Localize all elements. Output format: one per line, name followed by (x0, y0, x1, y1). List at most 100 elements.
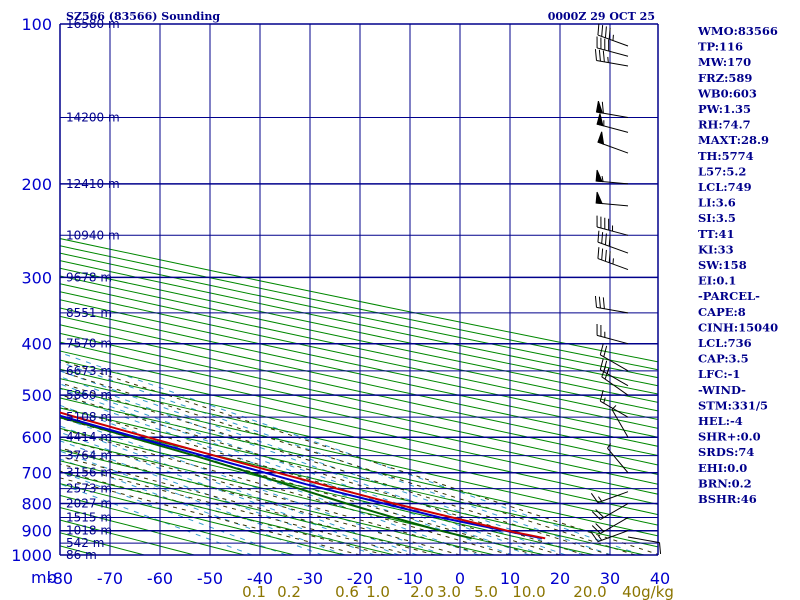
wind-barbs (590, 23, 662, 554)
mixing-ratio-label: 0.2 (277, 583, 301, 600)
wind-barb (597, 131, 629, 154)
mixing-ratio-line (60, 450, 345, 555)
wind-barb-feather (597, 23, 600, 36)
wind-barb-feather (601, 24, 604, 37)
wind-barb-feather (601, 248, 604, 260)
wind-barb-staff (600, 354, 629, 372)
wind-barb-pennant (595, 100, 604, 114)
pressure-axis-label: mb (31, 568, 57, 587)
chart-title: SZ566 (83566) Sounding (66, 10, 220, 23)
index-item: -PARCEL- (698, 289, 760, 303)
height-label: 8551 m (66, 306, 112, 320)
height-label: 542 m (66, 536, 104, 550)
wind-barb-staff (596, 47, 629, 57)
wind-barb (591, 517, 629, 534)
dry-adiabats (60, 238, 658, 555)
wind-barb (590, 491, 629, 504)
wind-barb (597, 230, 629, 254)
wind-barb-feather (590, 493, 599, 503)
height-label: 86 m (66, 548, 97, 562)
wind-barb-half-feather (597, 496, 603, 502)
mixing-ratio-line (60, 388, 530, 555)
index-item: -WIND- (698, 383, 746, 397)
pressure-tick-label: 600 (21, 428, 52, 447)
wind-barb-feather (608, 234, 611, 247)
temperature-tick-label: -30 (297, 569, 323, 588)
index-item: LCL:749 (698, 180, 752, 194)
mixing-ratio-line (60, 352, 642, 555)
wind-barb (596, 113, 629, 133)
index-item: SW:158 (698, 258, 747, 272)
index-item: RH:74.7 (698, 118, 751, 132)
pressure-tick-label: 500 (21, 386, 52, 405)
moist-adiabat (60, 394, 586, 555)
mixing-ratio-label: 2.0 (410, 583, 434, 600)
wind-barb-feather (591, 525, 601, 534)
index-item: SHR+:0.0 (698, 430, 761, 444)
pressure-tick-label: 400 (21, 335, 52, 354)
wind-barb (596, 36, 629, 57)
wind-barb (597, 23, 629, 47)
temperature-tick-label: 20 (550, 569, 570, 588)
wind-barb-feather (599, 343, 604, 355)
wind-barb-feather (602, 50, 605, 62)
wind-barb-feather (659, 542, 662, 554)
temperature-tick-label: -70 (97, 569, 123, 588)
wind-barb (596, 324, 629, 345)
height-label: 3156 m (66, 466, 112, 480)
wind-barb-half-feather (601, 175, 604, 182)
mixing-ratio-line (60, 440, 375, 555)
index-item: TP:116 (698, 40, 743, 54)
index-item: CINH:15040 (698, 320, 778, 334)
temperature-tick-label: -10 (397, 569, 423, 588)
height-label: 10940 m (66, 228, 120, 242)
temperature-tick-label: -50 (197, 569, 223, 588)
pressure-tick-label: 100 (21, 15, 52, 34)
index-item: WMO:83566 (697, 24, 778, 38)
index-item: LCL:736 (698, 336, 752, 350)
moist-adiabat (60, 382, 611, 555)
index-item: CAPE:8 (698, 305, 746, 319)
wind-barb (597, 247, 629, 271)
wind-barb-staff (597, 491, 629, 504)
temperature-tick-label: -40 (247, 569, 273, 588)
wind-barb (627, 536, 662, 554)
index-item: KI:33 (698, 242, 734, 256)
wind-barb-half-feather (607, 443, 612, 449)
wind-barb (611, 405, 629, 438)
wind-barb (596, 215, 629, 236)
wind-barb-feather (594, 49, 597, 61)
pressure-tick-label: 800 (21, 495, 52, 514)
temperature-tick-label: -80 (47, 569, 73, 588)
height-label: 6673 m (66, 364, 112, 378)
wind-barb-half-feather (597, 535, 603, 541)
moist-adiabat (60, 428, 511, 555)
index-item: MW:170 (698, 55, 751, 69)
height-label: 14200 m (66, 111, 120, 125)
wind-barb-staff (597, 241, 629, 254)
wind-barb-feather (601, 101, 604, 114)
temperature-profile (60, 411, 546, 540)
mixing-ratio-line (60, 361, 612, 555)
wind-barb-staff (597, 530, 629, 543)
wind-barb-half-feather (607, 56, 609, 63)
index-item: L57:5.2 (698, 164, 746, 178)
wind-barb-pennant (595, 191, 603, 205)
wind-barb (595, 100, 629, 118)
wind-barb-feather (595, 523, 605, 532)
wind-barb-feather (602, 297, 605, 309)
wind-barb-staff (600, 517, 629, 534)
height-label: 5860 m (66, 388, 112, 402)
mixing-ratio-label: 10.0 (512, 583, 545, 600)
index-item: CAP:3.5 (698, 352, 749, 366)
index-item: SRDS:74 (698, 445, 754, 459)
wind-barb-feather (594, 295, 597, 308)
wind-barb-staff (611, 409, 629, 438)
height-label: 2573 m (66, 482, 112, 496)
index-item: FRZ:589 (698, 71, 752, 85)
mixing-ratio-label: 40g/kg (622, 583, 674, 600)
wind-barb-pennant (595, 169, 603, 183)
wind-barb-feather (597, 230, 600, 243)
